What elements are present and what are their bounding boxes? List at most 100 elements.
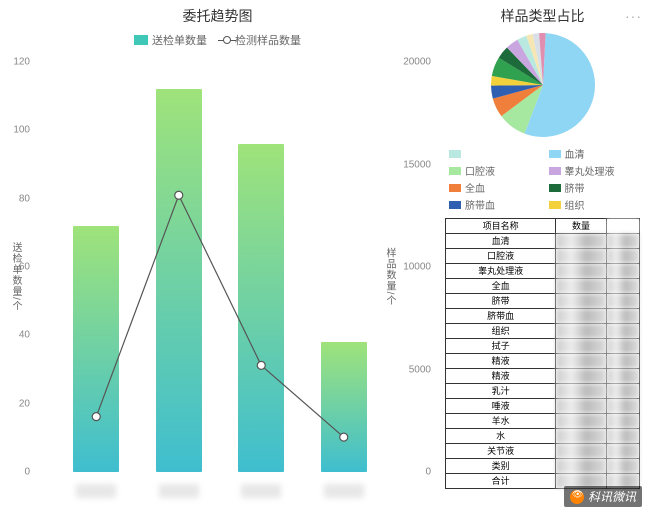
table-cell-extra: –– [606,399,639,414]
table-cell-extra: –– [606,369,639,384]
table-cell-qty: –– [556,444,607,459]
trend-chart-title: 委托趋势图 [0,0,435,26]
table-cell-name: 羊水 [446,414,556,429]
table-cell-name: 乳汁 [446,384,556,399]
table-cell-qty: –– [556,414,607,429]
table-cell-extra: –– [606,354,639,369]
line-marker[interactable] [257,361,265,369]
table-row: 精液–––– [446,369,640,384]
plot-area [55,62,385,472]
table-row: 血清–––– [446,234,640,249]
legend-line[interactable]: 检测样品数量 [223,32,301,48]
pie-legend-label: 睾丸处理液 [565,163,615,178]
table-cell-name: 全血 [446,279,556,294]
x-tick-label [241,484,281,498]
sample-table: 项目名称 数量 ... 血清––––口腔液––––睾丸处理液––––全血––––… [445,218,640,489]
table-cell-name: 合计 [446,474,556,489]
table-cell-extra: –– [606,384,639,399]
pie-legend-item[interactable]: 组织 [549,197,643,212]
table-cell-name: 脐带 [446,294,556,309]
table-header-name: 项目名称 [446,219,556,234]
pie-legend-item[interactable]: 血清 [549,146,643,161]
table-row: 水–––– [446,429,640,444]
table-cell-qty: –– [556,459,607,474]
trend-chart-area: 送检单数量/个 020406080100120 0500010000150002… [0,52,435,502]
table-cell-name: 组织 [446,324,556,339]
x-tick-label [159,484,199,498]
pie-legend-item[interactable]: 睾丸处理液 [549,163,643,178]
x-tick-label [324,484,364,498]
pie-legend-label: 脐带血 [465,197,495,212]
pie-legend-label: 口腔液 [465,163,495,178]
y-axis-left-label: 送检单数量/个 [8,242,23,312]
pie-chart-title: 样品类型占比 [435,0,650,26]
table-cell-extra: –– [606,279,639,294]
x-tick-label [76,484,116,498]
line-marker[interactable] [340,433,348,441]
table-row: 关节液–––– [446,444,640,459]
table-cell-qty: –– [556,429,607,444]
table-cell-extra: –– [606,339,639,354]
pie-legend-label: 全血 [465,180,485,195]
table-cell-qty: –– [556,324,607,339]
pie-legend-swatch [549,201,561,209]
legend-bar[interactable]: 送检单数量 [134,32,207,48]
table-cell-name: 血清 [446,234,556,249]
legend-line-label: 检测样品数量 [235,32,301,48]
pie-legend: 血清口腔液 睾丸处理液全血 脐带脐带血 组织 [435,140,650,216]
legend-line-marker [223,36,231,44]
pie-legend-item[interactable]: 脐带血 [449,197,543,212]
table-cell-name: 口腔液 [446,249,556,264]
table-cell-extra: –– [606,459,639,474]
pie-legend-swatch [449,150,461,158]
table-header-blur: ... [606,219,639,234]
table-cell-name: 拭子 [446,339,556,354]
table-cell-qty: –– [556,399,607,414]
table-cell-extra: –– [606,309,639,324]
table-cell-qty: –– [556,369,607,384]
table-cell-qty: –– [556,384,607,399]
watermark-text: 科讯微讯 [588,488,636,505]
table-row: 拭子–––– [446,339,640,354]
watermark-icon [570,490,584,504]
pie-legend-item[interactable]: 口腔液 [449,163,543,178]
table-cell-qty: –– [556,264,607,279]
pie-legend-swatch [449,184,461,192]
more-icon[interactable]: ··· [625,8,642,24]
legend-bar-label: 送检单数量 [152,32,207,48]
pie-legend-item[interactable]: 全血 [449,180,543,195]
pie-legend-label: 组织 [565,197,585,212]
pie-legend-swatch [449,167,461,175]
table-cell-name: 睾丸处理液 [446,264,556,279]
table-cell-extra: –– [606,249,639,264]
pie-svg [488,30,598,140]
pie-legend-swatch [549,167,561,175]
table-cell-qty: –– [556,279,607,294]
pie-legend-item[interactable]: 脐带 [549,180,643,195]
pie-legend-item[interactable] [449,146,543,161]
line-marker[interactable] [92,413,100,421]
table-cell-extra: –– [606,429,639,444]
table-cell-extra: –– [606,234,639,249]
table-cell-name: 精液 [446,354,556,369]
line-series-overlay [55,62,385,472]
table-cell-qty: –– [556,309,607,324]
table-cell-qty: –– [556,354,607,369]
table-cell-name: 类别 [446,459,556,474]
line-marker[interactable] [175,191,183,199]
table-cell-name: 关节液 [446,444,556,459]
pie-legend-swatch [549,150,561,158]
table-cell-name: 脐带血 [446,309,556,324]
table-row: 羊水–––– [446,414,640,429]
table-row: 全血–––– [446,279,640,294]
table-cell-extra: –– [606,414,639,429]
table-cell-qty: –– [556,339,607,354]
table-cell-name: 精液 [446,369,556,384]
x-axis-labels [55,478,385,498]
legend-bar-swatch [134,35,148,45]
table-row: 口腔液–––– [446,249,640,264]
pie-legend-label: 脐带 [565,180,585,195]
table-header-qty: 数量 [556,219,607,234]
pie-legend-swatch [449,201,461,209]
pie-legend-swatch [549,184,561,192]
